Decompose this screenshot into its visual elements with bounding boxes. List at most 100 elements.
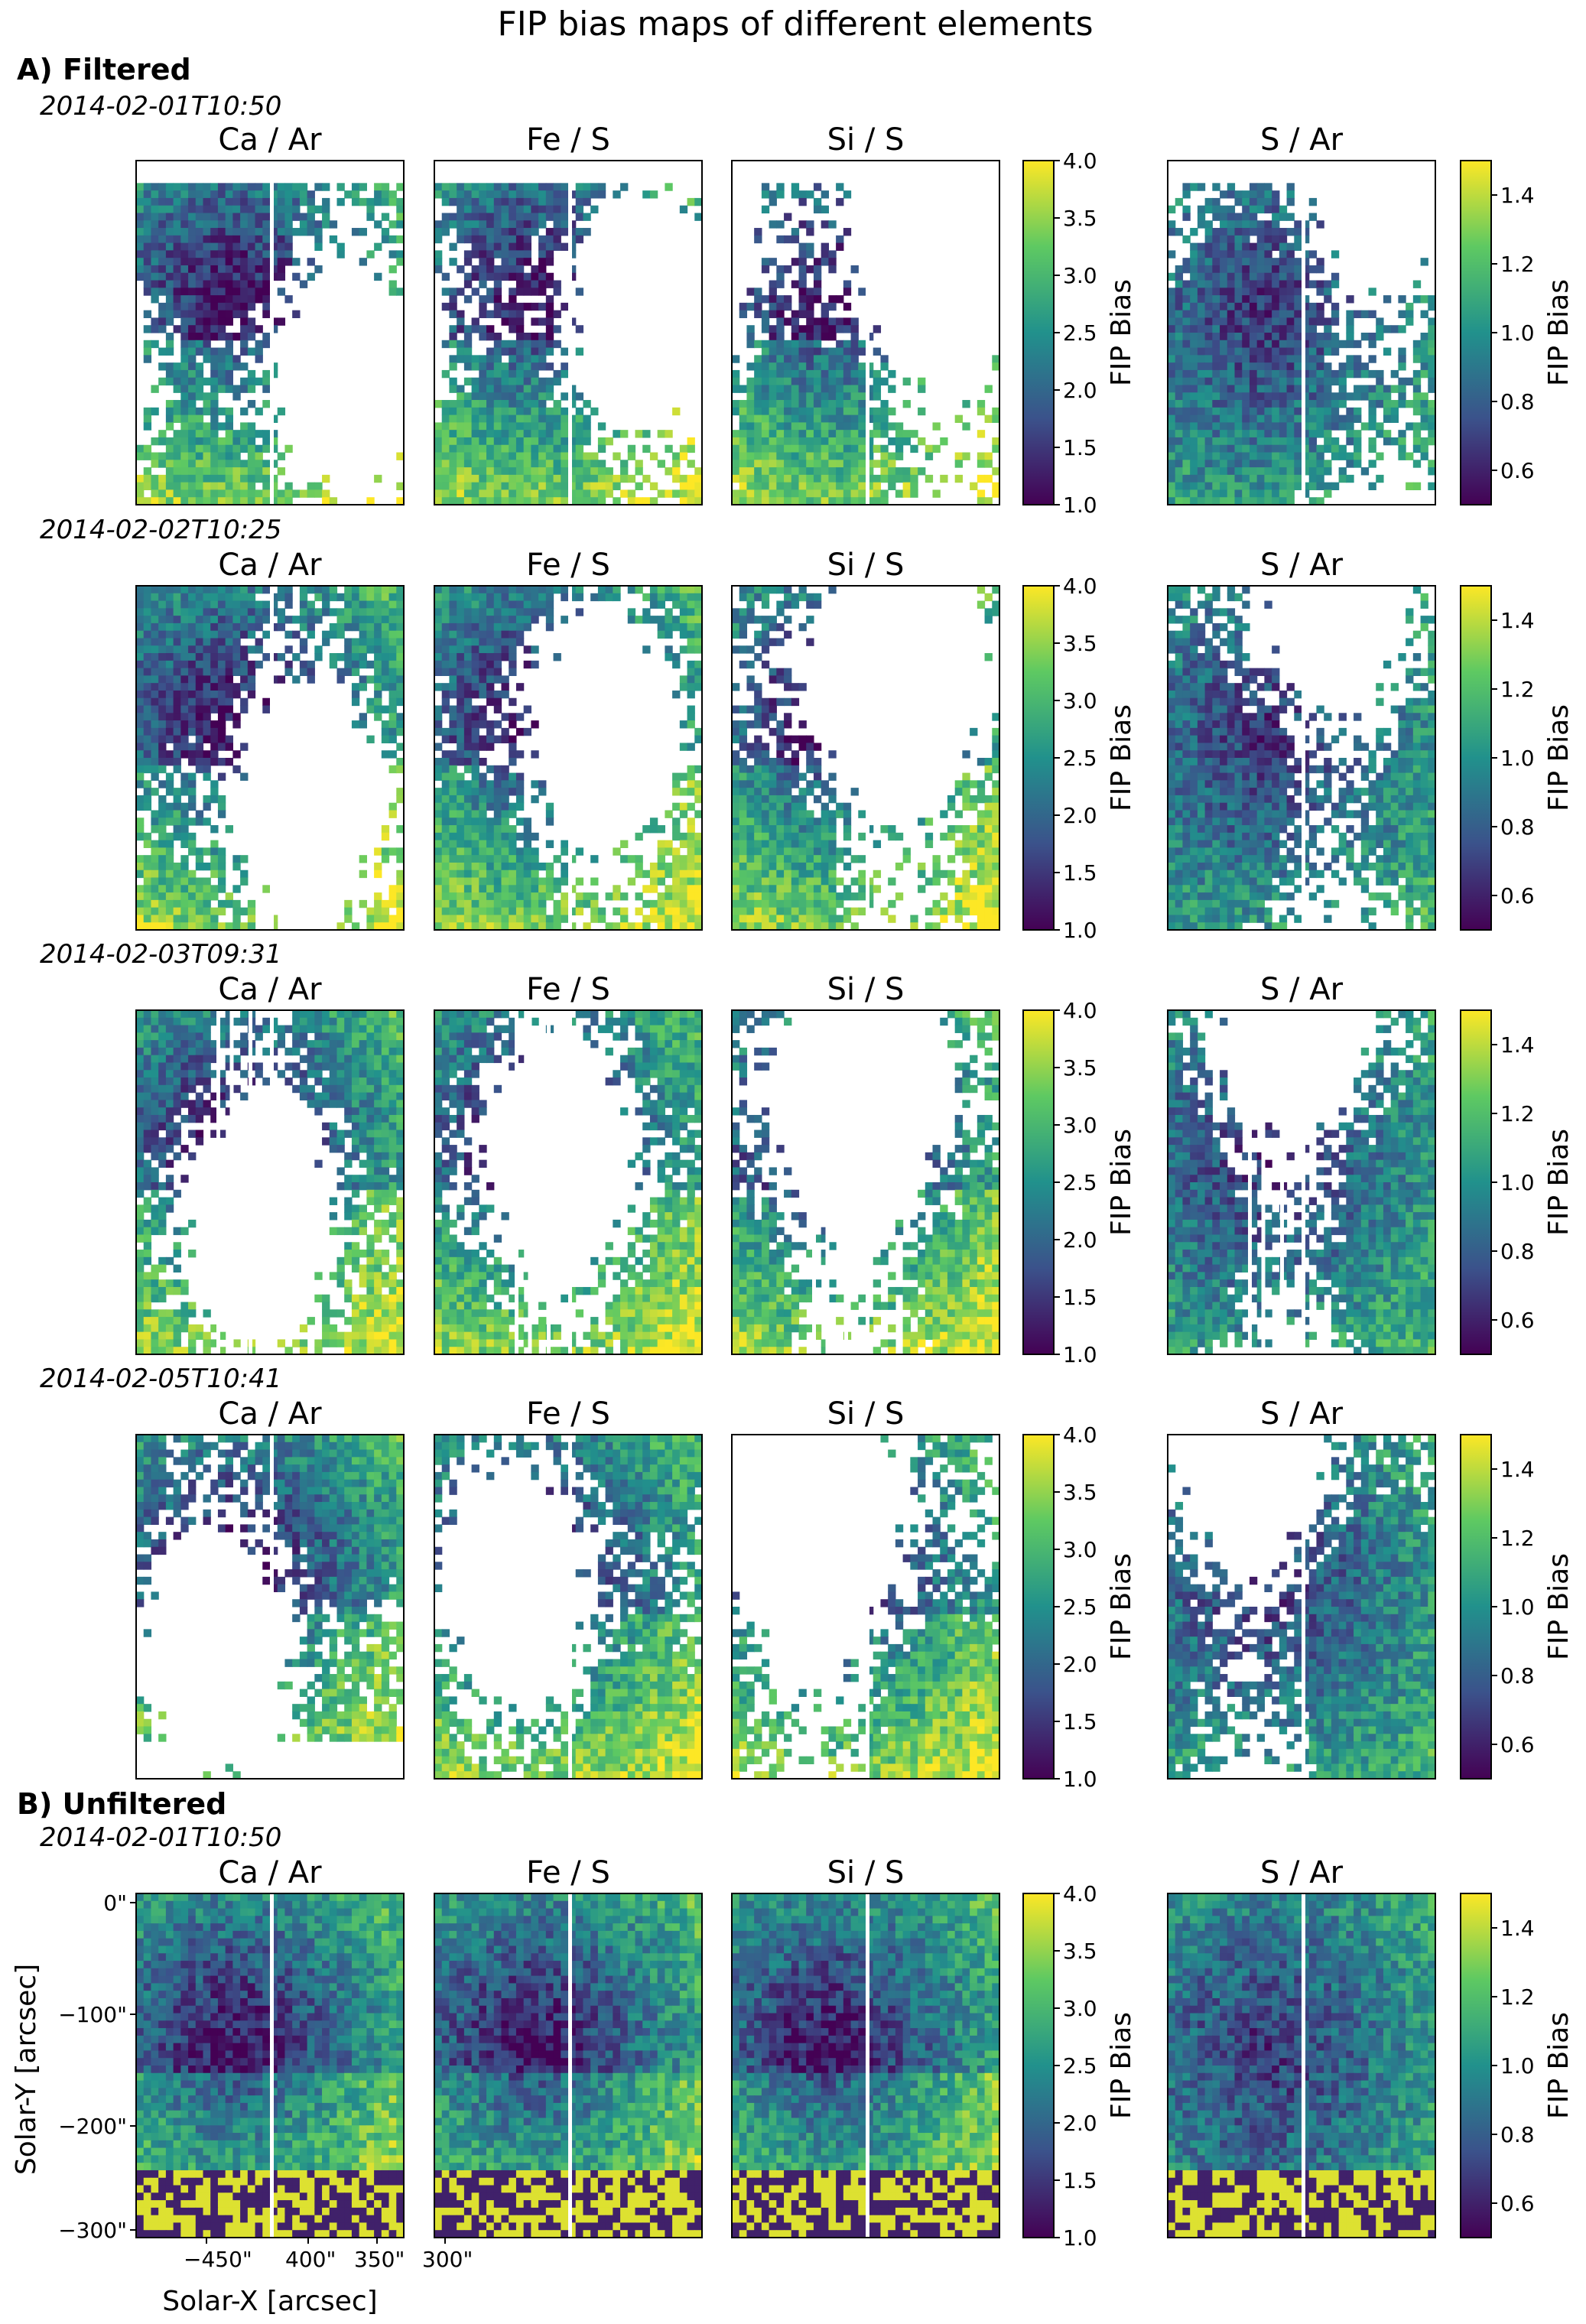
fip-pixel: [396, 593, 405, 602]
fip-pixel: [396, 899, 405, 908]
fip-pixel: [1294, 258, 1302, 266]
fip-pixel: [1294, 460, 1302, 468]
fip-pixel: [449, 885, 457, 893]
fip-pixel: [1234, 213, 1243, 221]
fip-pixel: [388, 705, 397, 713]
fip-pixel: [538, 922, 547, 931]
fip-pixel: [1302, 362, 1310, 371]
fip-pixel: [620, 430, 629, 438]
fip-pixel: [479, 608, 487, 616]
fip-pixel: [545, 280, 554, 288]
fip-pixel: [1249, 369, 1258, 379]
fip-pixel: [277, 467, 286, 476]
fip-pixel: [984, 414, 993, 423]
fip-pixel: [1428, 295, 1436, 304]
fip-pixel: [463, 817, 473, 826]
colorbar-gradient: [1022, 160, 1055, 505]
fip-pixel: [538, 788, 547, 796]
fip-pixel: [277, 616, 286, 624]
fip-pixel: [158, 430, 167, 438]
fip-pixel: [523, 586, 531, 594]
fip-pixel: [977, 460, 986, 468]
fip-pixel: [501, 317, 509, 326]
fip-pixel: [225, 668, 233, 676]
fip-pixel: [471, 825, 479, 834]
fip-pixel: [784, 213, 792, 221]
fip-pixel: [776, 437, 785, 446]
fip-pixel: [449, 765, 457, 774]
fip-pixel: [806, 460, 814, 468]
fip-pixel: [665, 593, 673, 602]
fip-pixel: [828, 385, 837, 393]
fip-pixel: [694, 675, 703, 684]
fip-pixel: [1286, 228, 1295, 236]
fip-pixel: [136, 683, 145, 691]
fip-pixel: [471, 847, 479, 856]
fip-pixel: [203, 288, 211, 296]
fip-pixel: [374, 474, 382, 483]
fip-pixel: [649, 877, 658, 886]
fip-pixel: [798, 369, 807, 379]
fip-pixel: [902, 377, 911, 386]
fip-pixel: [538, 467, 547, 476]
fip-pixel: [195, 683, 204, 691]
fip-pixel: [471, 600, 479, 609]
fip-pixel: [1338, 340, 1347, 349]
fip-pixel: [583, 489, 591, 498]
fip-pixel: [657, 586, 665, 594]
fip-pixel: [642, 869, 651, 879]
fip-pixel: [642, 616, 651, 624]
fip-pixel: [828, 250, 837, 258]
fip-pixel: [687, 683, 695, 691]
fip-pixel: [791, 437, 800, 446]
fip-pixel: [613, 593, 621, 602]
fip-pixel: [880, 377, 889, 386]
fip-pixel: [850, 317, 859, 326]
fip-pixel: [1286, 392, 1295, 401]
fip-pixel: [1354, 385, 1362, 393]
fip-pixel: [136, 743, 145, 751]
fip-pixel: [479, 205, 487, 214]
fip-pixel: [672, 690, 681, 699]
fip-pixel: [776, 482, 785, 491]
fip-pixel: [545, 840, 554, 848]
fip-pixel: [813, 205, 822, 214]
fip-pixel: [188, 489, 197, 498]
fip-pixel: [240, 467, 249, 476]
fip-pixel: [262, 467, 271, 476]
fip-pixel: [597, 907, 606, 916]
fip-pixel: [449, 460, 457, 468]
fip-pixel: [1204, 392, 1213, 401]
fip-pixel: [754, 430, 762, 438]
fip-pixel: [449, 825, 457, 834]
fip-pixel: [396, 250, 405, 258]
fip-pixel: [165, 407, 174, 416]
fip-pixel: [561, 840, 569, 848]
fip-pixel: [806, 437, 814, 446]
fip-pixel: [270, 922, 278, 931]
fip-pixel: [970, 482, 978, 491]
fip-pixel: [1346, 437, 1354, 446]
fip-pixel: [381, 720, 390, 729]
fip-pixel: [1331, 272, 1340, 281]
fip-pixel: [732, 452, 740, 460]
fip-pixel: [471, 474, 479, 483]
fip-pixel: [501, 675, 509, 684]
fip-pixel: [545, 333, 554, 341]
fip-pixel: [434, 586, 443, 594]
fip-pixel: [158, 235, 167, 244]
fip-pixel: [1406, 482, 1414, 491]
fip-pixel: [165, 444, 174, 453]
fip-pixel: [195, 392, 204, 401]
fip-pixel: [515, 250, 525, 258]
fip-pixel: [143, 705, 152, 713]
fip-pixel: [1220, 377, 1228, 386]
fip-pixel: [479, 497, 487, 505]
fip-pixel: [173, 497, 181, 505]
fip-pixel: [1256, 369, 1265, 379]
fip-pixel: [255, 444, 263, 453]
fip-pixel: [388, 220, 397, 229]
fip-pixel: [396, 213, 405, 221]
fip-pixel: [1175, 333, 1184, 341]
fip-pixel: [538, 608, 547, 616]
